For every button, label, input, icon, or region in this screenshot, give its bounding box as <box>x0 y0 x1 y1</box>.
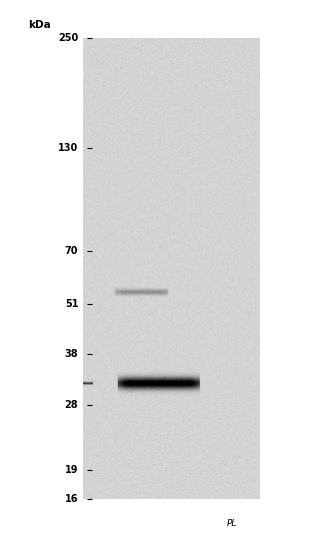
Text: 16: 16 <box>65 494 78 504</box>
Text: 250: 250 <box>58 33 78 43</box>
Text: 130: 130 <box>58 143 78 152</box>
Text: 19: 19 <box>65 465 78 475</box>
Text: kDa: kDa <box>28 20 51 30</box>
Text: PL: PL <box>226 519 237 528</box>
Text: 51: 51 <box>65 299 78 309</box>
Text: 28: 28 <box>65 400 78 410</box>
Text: 70: 70 <box>65 246 78 256</box>
Text: 38: 38 <box>65 349 78 359</box>
